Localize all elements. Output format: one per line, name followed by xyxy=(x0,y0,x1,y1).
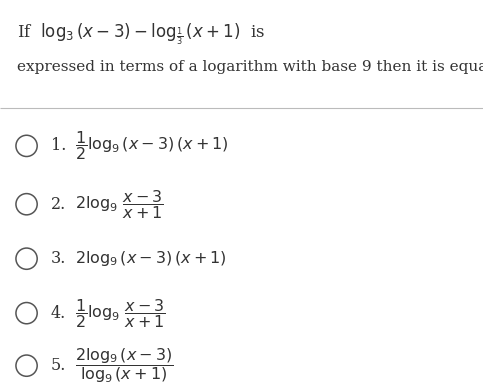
Text: 4.: 4. xyxy=(51,305,66,322)
Text: $2\log_9(x-3)\,(x+1)$: $2\log_9(x-3)\,(x+1)$ xyxy=(75,249,227,268)
Text: 3.: 3. xyxy=(51,250,66,267)
Text: expressed in terms of a logarithm with base 9 then it is equal to:: expressed in terms of a logarithm with b… xyxy=(17,60,483,74)
Text: $\dfrac{1}{2}\log_9(x-3)\,(x+1)$: $\dfrac{1}{2}\log_9(x-3)\,(x+1)$ xyxy=(75,130,228,162)
Text: If  $\log_3(x-3) - \log_{\frac{1}{3}}(x+1)$  is: If $\log_3(x-3) - \log_{\frac{1}{3}}(x+1… xyxy=(17,21,265,47)
Text: 2.: 2. xyxy=(51,196,66,213)
Text: $\dfrac{2\log_9(x-3)}{\log_9(x+1)}$: $\dfrac{2\log_9(x-3)}{\log_9(x+1)}$ xyxy=(75,346,173,385)
Text: $2\log_9\,\dfrac{x-3}{x+1}$: $2\log_9\,\dfrac{x-3}{x+1}$ xyxy=(75,188,164,221)
Text: 1.: 1. xyxy=(51,137,66,154)
Text: $\dfrac{1}{2}\log_9\,\dfrac{x-3}{x+1}$: $\dfrac{1}{2}\log_9\,\dfrac{x-3}{x+1}$ xyxy=(75,297,166,329)
Text: 5.: 5. xyxy=(51,357,66,374)
